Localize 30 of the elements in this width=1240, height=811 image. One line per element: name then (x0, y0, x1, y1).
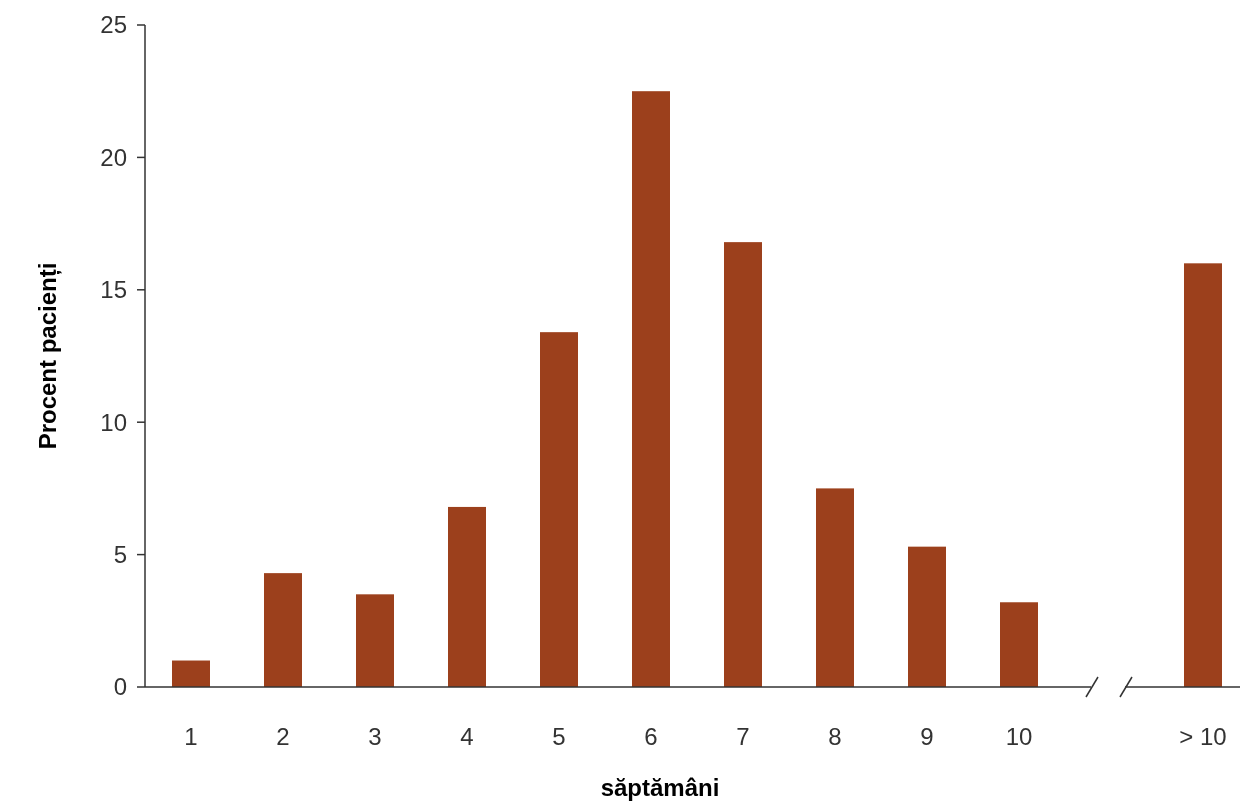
x-tick-label: > 10 (1179, 723, 1227, 750)
y-axis-title: Procent pacienți (34, 262, 62, 450)
bar (816, 488, 854, 687)
bar (1000, 602, 1038, 687)
x-tick-label: 1 (184, 723, 198, 750)
x-tick-label: 4 (460, 723, 474, 750)
x-tick-label: 7 (736, 723, 750, 750)
x-tick-label: 3 (368, 723, 382, 750)
bar (724, 242, 762, 687)
bar (264, 573, 302, 687)
bar (172, 660, 210, 687)
x-axis-title: săptămâni (600, 774, 720, 801)
x-tick-label: 8 (828, 723, 842, 750)
y-tick-label: 20 (100, 143, 127, 171)
bar (448, 506, 486, 687)
y-tick-label: 0 (113, 673, 127, 701)
x-tick-label: 2 (276, 723, 290, 750)
y-tick-label: 15 (100, 276, 127, 304)
bar (632, 91, 670, 687)
bar (540, 332, 578, 687)
x-tick-label: 5 (552, 723, 566, 750)
y-tick-label: 25 (100, 11, 127, 39)
bar (356, 594, 394, 687)
bar (1184, 263, 1222, 687)
y-tick-label: 10 (100, 408, 127, 436)
x-tick-label: 6 (644, 723, 658, 750)
x-tick-label: 10 (1005, 723, 1033, 750)
x-tick-label: 9 (920, 723, 934, 750)
bar (908, 546, 946, 687)
y-tick-label: 5 (113, 541, 127, 568)
